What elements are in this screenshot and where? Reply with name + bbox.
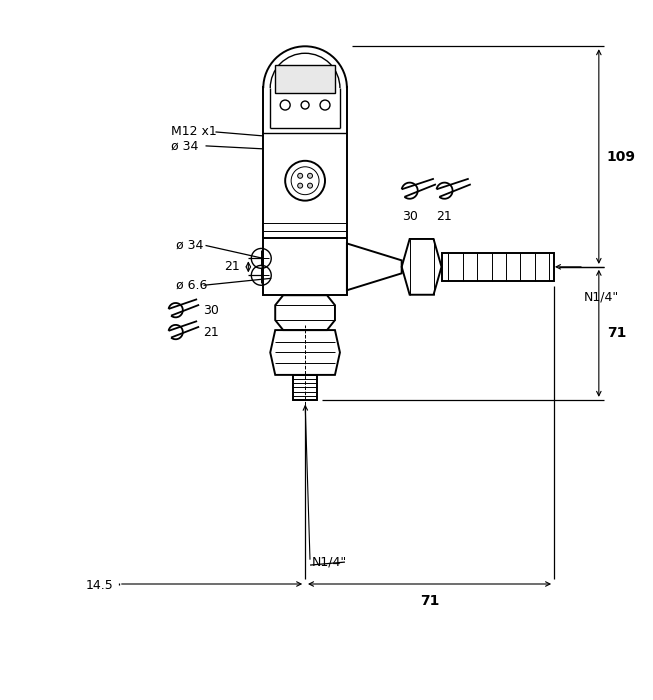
Circle shape <box>308 183 313 188</box>
Text: 71: 71 <box>607 326 626 340</box>
Bar <box>293 375 317 400</box>
Text: ø 6.6: ø 6.6 <box>176 279 207 292</box>
Text: 21: 21 <box>225 260 240 274</box>
Text: ø 34: ø 34 <box>176 239 203 252</box>
Circle shape <box>298 174 302 178</box>
Text: 30: 30 <box>402 210 417 223</box>
Bar <box>275 65 335 93</box>
Text: M12 x1: M12 x1 <box>170 125 216 139</box>
Text: 14.5: 14.5 <box>86 580 114 592</box>
Text: 71: 71 <box>420 594 439 608</box>
Circle shape <box>308 174 313 178</box>
Text: 30: 30 <box>204 304 219 316</box>
Text: ø 34: ø 34 <box>170 139 198 153</box>
Text: N1/4": N1/4" <box>584 290 619 303</box>
Circle shape <box>298 183 302 188</box>
Text: N1/4": N1/4" <box>312 556 347 568</box>
Bar <box>263 239 347 295</box>
Text: 109: 109 <box>607 150 636 164</box>
Bar <box>441 253 554 281</box>
Text: 21: 21 <box>204 326 219 339</box>
Text: 21: 21 <box>437 210 453 223</box>
